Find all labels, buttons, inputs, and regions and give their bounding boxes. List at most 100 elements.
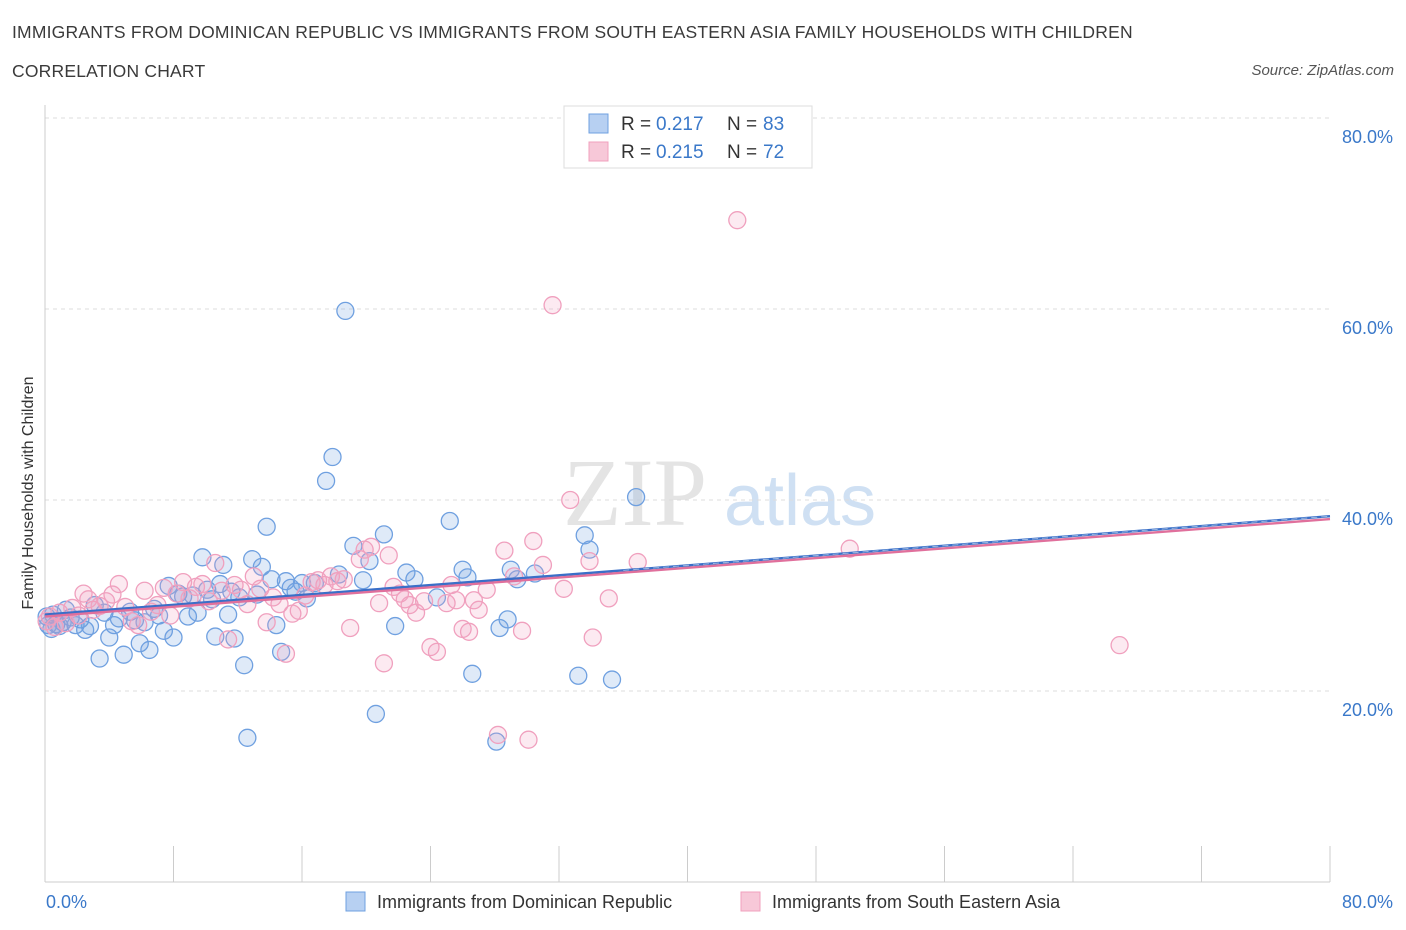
point-s1-77 [524,531,543,551]
point-s0-83 [569,666,588,685]
point-s0-79 [498,610,517,629]
point-s1-39 [276,644,296,663]
watermark-atlas: atlas [724,461,876,541]
watermark-zip: ZIP [563,439,707,546]
point-s0-24 [140,640,159,660]
x-tick-label-min: 0.0% [46,892,87,912]
stats-legend-blue-swatch [588,113,609,134]
chart-subtitle: CORRELATION CHART [12,61,206,81]
point-s1-30 [218,630,238,649]
trend-layer [44,515,1331,618]
stats-legend-pink-swatch [588,141,609,162]
legend-swatch-dominican [345,891,366,912]
point-s1-48 [334,570,353,589]
y-tick-label-80: 80.0% [1342,127,1393,147]
stats-n-value-0: 83 [763,114,784,135]
point-s1-70 [469,600,488,619]
point-s0-69 [386,616,405,636]
point-s1-81 [561,490,580,510]
point-s1-17 [135,581,154,600]
stats-n-value-1: 72 [763,142,784,163]
point-s1-52 [361,537,381,556]
point-s1-55 [379,546,398,565]
point-s0-67 [366,704,386,724]
legend-swatch-sea [740,891,761,912]
point-s1-28 [206,553,225,573]
axes-layer: 20.0% 40.0% 60.0% 80.0% 0.0% 80.0% [44,105,1393,912]
svg-text:R = 0.215 N =: R = 0.215 N = 72 [621,142,784,163]
y-tick-label-60: 60.0% [1342,318,1393,338]
stats-r-value-0: 0.217 [656,114,704,135]
point-s1-2 [45,617,64,637]
point-s0-73 [440,511,459,531]
stats-legend: R = 0.217 N = 83 R = 0.215 N = 72 [563,105,813,169]
point-s0-27 [154,621,174,640]
point-s1-53 [369,593,389,613]
point-s1-13 [109,574,129,594]
point-s1-7 [74,584,93,603]
point-s0-50 [257,517,276,536]
point-s0-63 [336,301,355,321]
point-s1-54 [374,654,394,673]
point-s0-87 [626,487,646,507]
stats-n-label-1: N = [727,142,757,163]
y-tick-label-20: 20.0% [1342,700,1393,720]
point-s1-69 [464,591,484,610]
point-s0-43 [225,629,244,648]
point-s0-61 [323,447,342,467]
point-s1-66 [447,591,466,610]
point-s1-61 [414,592,434,611]
point-s1-49 [341,618,360,638]
y-tick-label-40: 40.0% [1342,509,1393,529]
point-s0-29 [164,628,183,647]
point-s0-41 [218,605,238,624]
point-s0-46 [238,728,257,747]
legend-label-dominican: Immigrants from Dominican Republic [377,892,672,912]
point-s1-79 [543,296,562,315]
point-s1-88 [1110,636,1129,655]
point-s1-84 [599,589,618,608]
point-s1-63 [427,642,447,661]
point-s0-68 [374,525,394,544]
point-s0-76 [463,664,482,683]
point-s1-72 [488,725,508,745]
legend-label-sea: Immigrants from South Eastern Asia [772,892,1061,912]
point-s1-47 [328,572,347,591]
point-s1-12 [103,585,122,604]
point-s0-32 [178,607,198,626]
point-s1-68 [459,622,479,641]
stats-r-label-0: R = [621,114,651,135]
stats-n-label-0: N = [727,114,757,135]
stats-r-value-1: 0.215 [656,142,704,163]
svg-text:R = 0.217 N =: R = 0.217 N = 83 [621,114,784,135]
y-axis-title: Family Households with Children [20,377,37,610]
point-s1-83 [583,628,602,647]
point-s1-80 [554,579,573,598]
point-s0-77 [487,732,506,751]
trend-line-s1 [44,517,1331,618]
point-s1-78 [533,555,553,575]
point-s1-73 [495,541,514,560]
point-s1-16 [129,615,148,635]
point-s1-76 [519,730,538,749]
point-s1-58 [395,590,414,609]
point-s0-22 [130,634,149,653]
point-s1-82 [580,551,599,571]
x-tick-label-max: 80.0% [1342,892,1393,912]
point-s1-75 [512,621,532,640]
point-s0-45 [235,656,254,675]
point-s0-84 [575,526,594,545]
point-s1-26 [193,574,212,594]
point-s0-65 [353,571,373,590]
chart-title: IMMIGRANTS FROM DOMINICAN REPUBLIC VS IM… [12,22,1133,42]
point-s1-41 [289,601,308,620]
point-s0-60 [316,471,336,491]
source-label: Source: ZipAtlas.com [1251,62,1394,79]
trend-extension-s0 [623,515,1331,571]
stats-r-label-1: R = [621,142,651,163]
point-s1-36 [257,613,276,632]
point-s1-50 [350,550,369,569]
points-layer [37,211,1129,751]
point-s0-14 [90,649,109,668]
